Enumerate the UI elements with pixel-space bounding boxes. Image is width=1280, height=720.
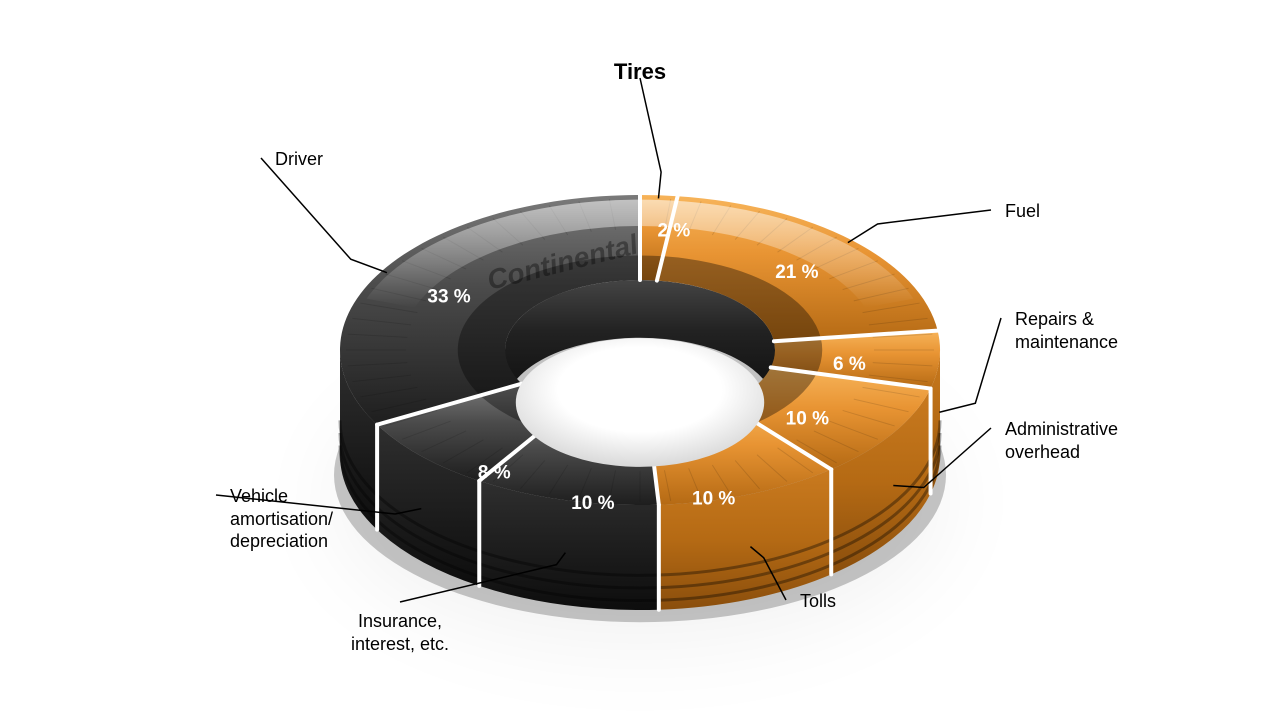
- leader-repairs: [939, 318, 1001, 412]
- pct-driver: 33 %: [427, 287, 470, 308]
- label-repairs: Repairs & maintenance: [1015, 308, 1118, 353]
- label-admin: Administrative overhead: [1005, 418, 1118, 463]
- label-tires: Tires: [520, 58, 760, 86]
- pct-tires: 2 %: [658, 220, 691, 241]
- pct-insurance: 10 %: [571, 493, 614, 514]
- label-fuel: Fuel: [1005, 200, 1040, 223]
- label-driver: Driver: [275, 148, 323, 171]
- pct-tolls: 10 %: [692, 488, 735, 509]
- pct-fuel: 21 %: [775, 262, 818, 283]
- pct-admin: 10 %: [786, 409, 829, 430]
- pct-repairs: 6 %: [833, 354, 866, 375]
- label-insurance: Insurance, interest, etc.: [280, 610, 520, 655]
- label-amort: Vehicle amortisation/ depreciation: [230, 485, 333, 553]
- label-tolls: Tolls: [800, 590, 836, 613]
- pct-amort: 8 %: [478, 462, 511, 483]
- leader-driver: [261, 158, 387, 273]
- leader-fuel: [848, 210, 991, 243]
- chart-svg: Continental2 %21 %6 %10 %10 %10 %8 %33 %: [0, 0, 1280, 720]
- tire-donut-chart: Continental2 %21 %6 %10 %10 %10 %8 %33 %…: [0, 0, 1280, 720]
- leader-tires: [640, 78, 661, 198]
